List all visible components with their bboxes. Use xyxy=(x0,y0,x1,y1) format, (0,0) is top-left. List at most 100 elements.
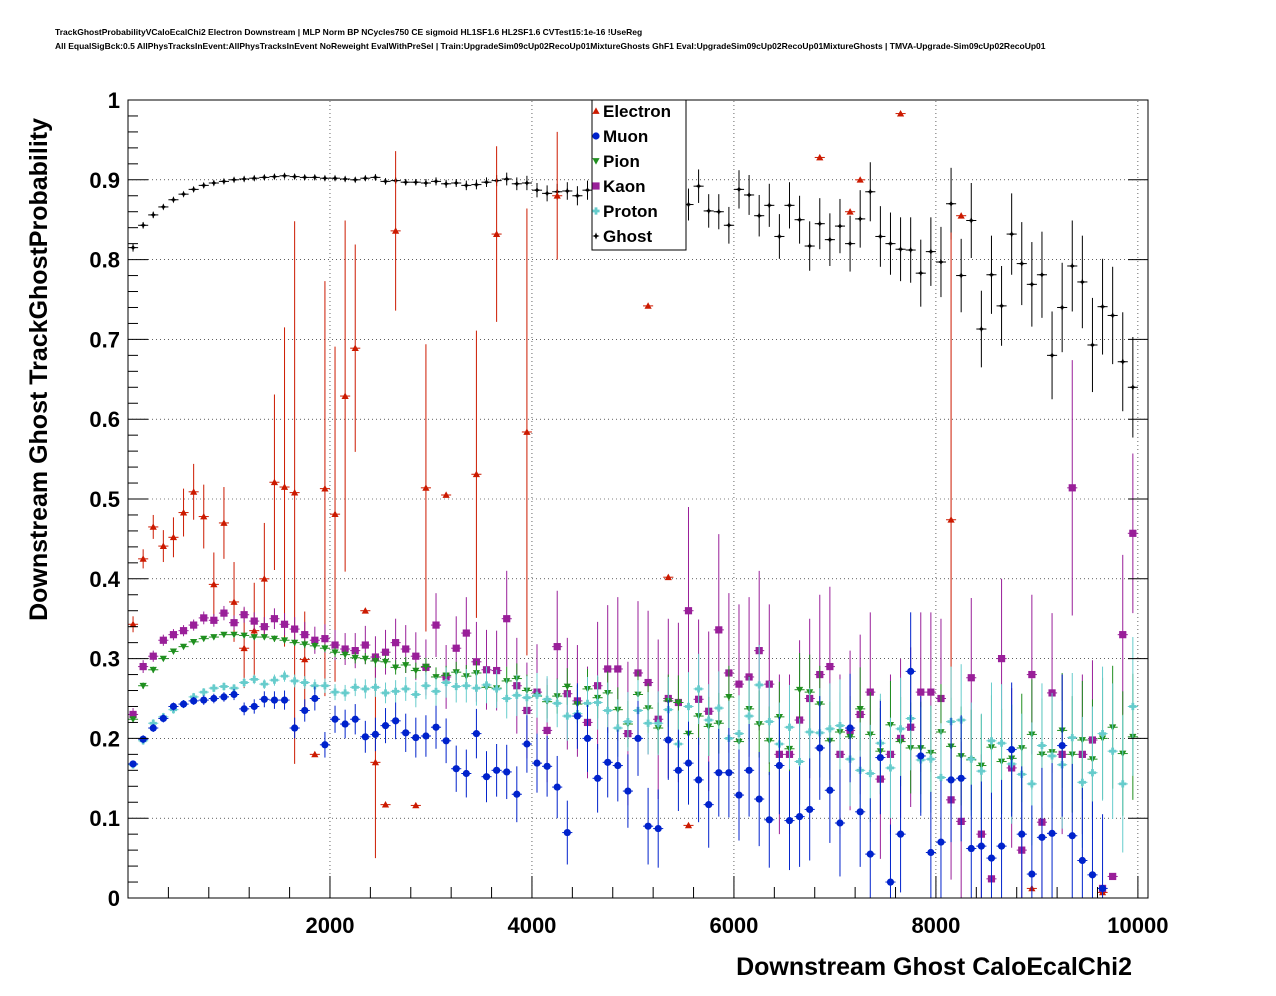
proton-point xyxy=(331,688,339,696)
muon-point xyxy=(684,759,693,767)
muon-point xyxy=(1028,870,1036,878)
ghost-point xyxy=(190,185,198,193)
ghost-point xyxy=(705,207,713,215)
ghost-point xyxy=(957,271,965,280)
ghost-point xyxy=(947,200,955,208)
legend-marker-pion xyxy=(592,158,600,165)
muon-point xyxy=(947,776,955,784)
electron-point xyxy=(301,655,309,663)
pion-point xyxy=(361,655,369,663)
muon-point xyxy=(331,715,339,723)
pion-point xyxy=(210,634,218,641)
proton-point xyxy=(886,764,895,772)
ghost-point xyxy=(210,179,218,187)
muon-point xyxy=(452,765,460,773)
proton-point xyxy=(432,687,440,695)
ghost-point xyxy=(1098,303,1107,311)
electron-point xyxy=(422,484,430,491)
kaon-point xyxy=(604,665,612,673)
muon-point xyxy=(957,774,965,782)
ghost-point xyxy=(866,188,874,196)
ghost-point xyxy=(412,178,420,186)
pion-point xyxy=(422,663,430,671)
electron-point xyxy=(846,208,854,215)
proton-point xyxy=(493,685,501,693)
pion-point xyxy=(725,694,733,701)
kaon-point xyxy=(301,631,309,639)
muon-point xyxy=(836,819,844,827)
muon-point xyxy=(412,734,420,742)
electron-point xyxy=(856,176,864,183)
ghost-point xyxy=(169,196,178,204)
proton-point xyxy=(765,718,773,726)
ghost-point xyxy=(149,211,157,219)
muon-point xyxy=(927,848,935,857)
kaon-point xyxy=(321,635,329,643)
ghost-point xyxy=(1048,351,1056,359)
proton-point xyxy=(452,682,460,691)
proton-point xyxy=(563,712,571,720)
ghost-point xyxy=(523,179,531,187)
ghost-point xyxy=(967,216,975,225)
proton-point xyxy=(280,672,289,680)
legend-label-muon: Muon xyxy=(603,127,648,146)
muon-point xyxy=(604,758,612,766)
muon-point xyxy=(755,795,763,803)
proton-point xyxy=(967,755,975,763)
proton-point xyxy=(806,728,814,736)
proton-point xyxy=(503,694,511,703)
muon-point xyxy=(553,783,561,791)
ghost-point xyxy=(735,185,743,193)
ghost-point xyxy=(775,232,783,241)
legend-label-ghost: Ghost xyxy=(603,227,652,246)
pion-point xyxy=(341,651,349,659)
proton-point xyxy=(1028,780,1036,788)
muon-point xyxy=(563,828,571,837)
proton-point xyxy=(1098,730,1107,738)
kaon-point xyxy=(1119,631,1127,639)
axis-ticks xyxy=(128,99,1148,899)
electron-point xyxy=(442,491,450,498)
proton-point xyxy=(543,695,551,703)
kaon-point xyxy=(179,627,188,635)
pion-point xyxy=(351,654,359,662)
proton-point xyxy=(795,757,804,766)
electron-point xyxy=(947,516,955,523)
legend-label-kaon: Kaon xyxy=(603,177,646,196)
electron-point xyxy=(190,488,198,495)
kaon-point xyxy=(866,688,874,696)
electron-point xyxy=(523,428,531,435)
ghost-point xyxy=(311,173,319,182)
proton-point xyxy=(422,682,430,690)
muon-point xyxy=(866,850,874,858)
ghost-point xyxy=(351,176,359,184)
electron-point xyxy=(159,542,167,549)
proton-point xyxy=(583,699,592,707)
grid-lines xyxy=(128,100,1148,898)
legend-label-pion: Pion xyxy=(603,152,640,171)
proton-point xyxy=(220,682,228,691)
ghost-point xyxy=(200,181,208,189)
proton-point xyxy=(684,702,693,711)
kaon-point xyxy=(543,726,551,735)
proton-point xyxy=(523,694,531,702)
ghost-point xyxy=(179,190,188,198)
proton-point xyxy=(250,675,258,683)
kaon-point xyxy=(917,688,925,696)
ghost-point xyxy=(482,178,491,186)
proton-point xyxy=(412,690,420,699)
electron-point xyxy=(957,212,965,219)
ghost-point xyxy=(472,180,481,189)
muon-point xyxy=(806,805,814,814)
muon-point xyxy=(644,822,652,830)
proton-point xyxy=(826,725,834,733)
ghost-point xyxy=(583,186,592,194)
muon-point xyxy=(775,761,783,770)
proton-point xyxy=(614,724,622,732)
muon-point xyxy=(159,714,167,723)
electron-point xyxy=(331,510,339,518)
electron-point xyxy=(351,344,359,352)
y-tick-label: 0.7 xyxy=(89,327,120,352)
muon-point xyxy=(129,760,137,768)
electron-point xyxy=(210,580,218,588)
